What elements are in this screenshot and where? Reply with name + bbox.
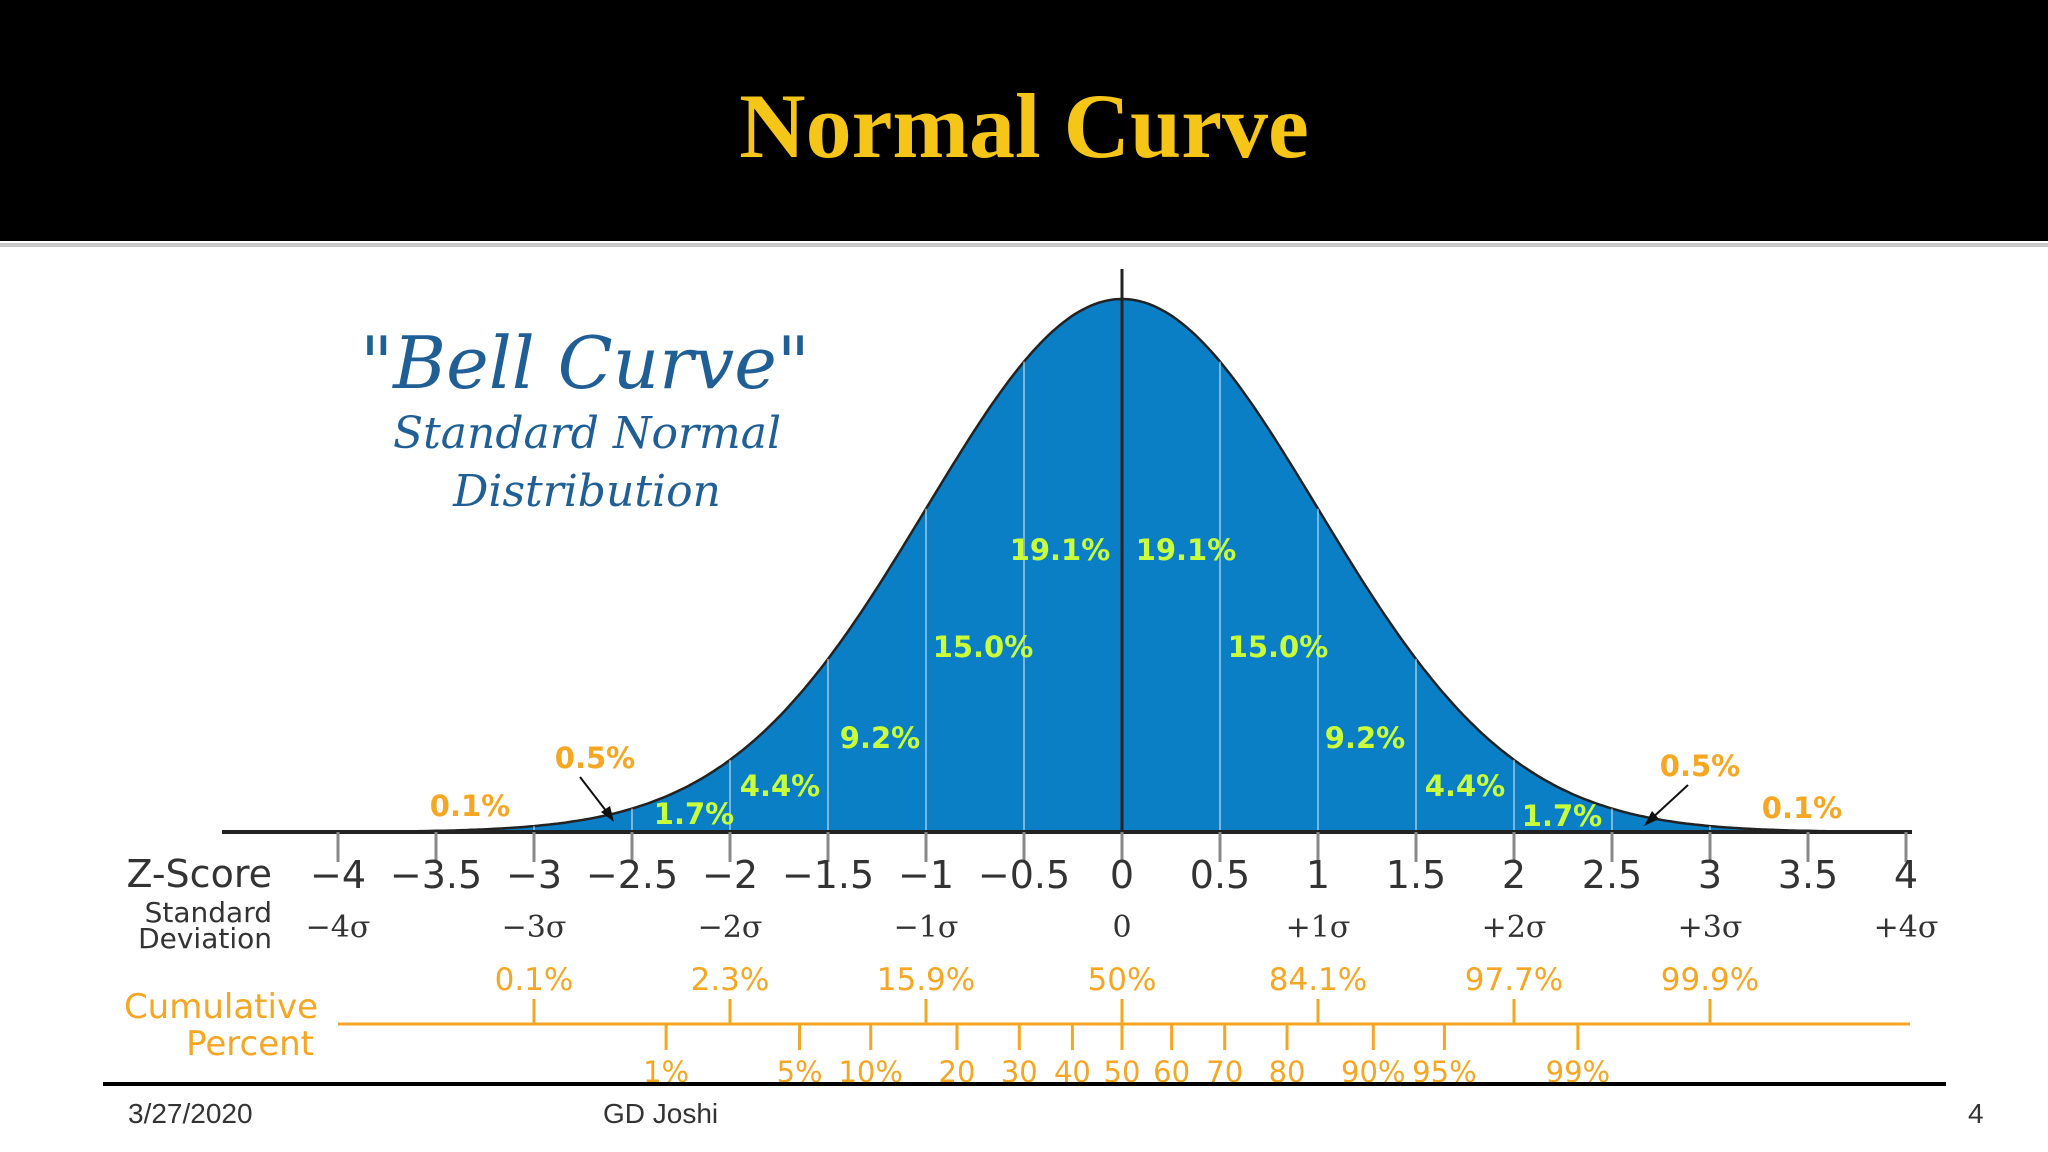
zscore-tick-label: −2.5	[586, 853, 678, 897]
segment-label: 0.5%	[555, 741, 635, 775]
sd-row-label-line2: Deviation	[138, 922, 272, 955]
zscore-tick-label: 1.5	[1386, 853, 1446, 897]
slide-title: Normal Curve	[739, 75, 1309, 177]
tail-arrowhead-left	[601, 806, 614, 822]
zscore-tick-label: 0	[1110, 853, 1134, 897]
sd-tick-label: +3σ	[1678, 910, 1743, 945]
bottom-divider	[103, 1082, 1946, 1086]
segment-label: 15.0%	[1228, 630, 1329, 664]
cumulative-upper-label: 84.1%	[1269, 962, 1367, 998]
cumulative-upper-label: 99.9%	[1661, 962, 1759, 998]
segment-label: 19.1%	[1010, 533, 1111, 567]
chart-subtitle-line2: Distribution	[452, 466, 721, 517]
tail-arrow-right	[1649, 784, 1689, 821]
sd-tick-label: +4σ	[1874, 910, 1939, 945]
zscore-tick-label: −3.5	[390, 853, 482, 897]
page-number: 4	[1968, 1098, 1984, 1129]
title-divider	[0, 243, 2048, 247]
segment-label: 19.1%	[1136, 533, 1237, 567]
sd-tick-label: +2σ	[1482, 910, 1547, 945]
zscore-tick-label: 0.5	[1190, 853, 1250, 897]
sd-tick-label: 0	[1112, 910, 1131, 945]
zscore-row-label: Z-Score	[126, 852, 272, 896]
zscore-tick-label: −2	[702, 853, 758, 897]
cumulative-row-label-line1: Cumulative	[124, 987, 318, 1027]
segment-label: 1.7%	[1522, 799, 1602, 833]
chart-title: "Bell Curve"	[360, 321, 810, 405]
zscore-tick-label: −4	[310, 853, 366, 897]
chart-subtitle-line1: Standard Normal	[393, 408, 781, 459]
sd-tick-label: −1σ	[894, 910, 959, 945]
zscore-tick-label: −1.5	[782, 853, 874, 897]
footer-date: 3/27/2020	[128, 1098, 253, 1129]
heading-group: "Bell Curve"Standard Normal Distribution	[360, 321, 810, 517]
zscore-tick-label: 2.5	[1582, 853, 1642, 897]
sd-tick-label: −2σ	[698, 910, 763, 945]
zscore-tick-label: 2	[1502, 853, 1526, 897]
cumulative-upper-label: 2.3%	[691, 962, 770, 998]
segment-label: 0.1%	[430, 789, 510, 823]
cumulative-upper-label: 97.7%	[1465, 962, 1563, 998]
zscore-tick-label: −0.5	[978, 853, 1070, 897]
zscore-tick-label: −3	[506, 853, 562, 897]
label-group: 19.1% 19.1%15.0% 15.0%9.2% 9.2%4.4% 4.4%1.7%…	[430, 533, 1842, 833]
zscore-tick-label: −1	[898, 853, 954, 897]
segment-label: 0.5%	[1660, 749, 1740, 783]
tail-arrowhead-right	[1644, 811, 1659, 826]
cumulative-row-label-line2: Percent	[186, 1024, 314, 1064]
segment-label: 4.4%	[740, 769, 820, 803]
cumulative-upper-label: 0.1%	[495, 962, 574, 998]
footer-author: GD Joshi	[603, 1098, 719, 1129]
sd-tick-label: +1σ	[1286, 910, 1351, 945]
cumulative-upper-label: 50%	[1088, 962, 1157, 998]
segment-label: 1.7%	[654, 797, 734, 831]
sd-tick-label: −3σ	[502, 910, 567, 945]
zscore-tick-label: 1	[1306, 853, 1330, 897]
sd-row-label-line1: Standard	[145, 896, 272, 929]
segment-label: 9.2%	[840, 721, 920, 755]
cumulative-upper-label: 15.9%	[877, 962, 975, 998]
segment-label: 4.4%	[1425, 769, 1505, 803]
segment-label: 15.0%	[933, 630, 1034, 664]
title-bar	[0, 0, 2048, 241]
segment-label: 9.2%	[1325, 721, 1405, 755]
zscore-tick-label: 3	[1698, 853, 1722, 897]
segment-label: 0.1%	[1762, 791, 1842, 825]
zscore-tick-label: 4	[1894, 853, 1918, 897]
sd-tick-label: −4σ	[306, 910, 371, 945]
zscore-tick-label: 3.5	[1778, 853, 1838, 897]
